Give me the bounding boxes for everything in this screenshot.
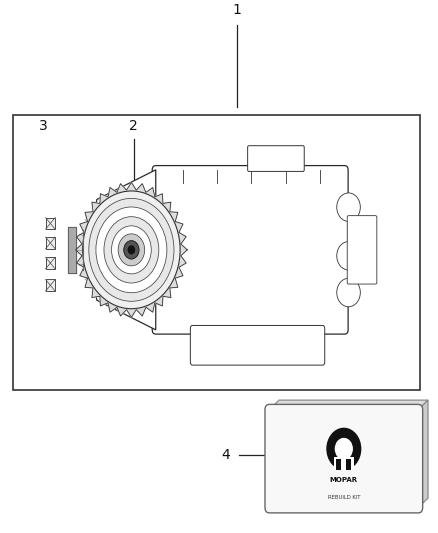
Bar (13, 115, 420, 390)
Circle shape (337, 193, 360, 221)
Bar (346, 459, 351, 470)
Bar (46, 237, 55, 249)
Text: MOPAR: MOPAR (330, 477, 358, 483)
FancyBboxPatch shape (265, 405, 423, 513)
Circle shape (83, 191, 180, 309)
FancyBboxPatch shape (191, 326, 325, 365)
Circle shape (109, 235, 134, 265)
Polygon shape (76, 182, 187, 317)
Bar (46, 217, 55, 229)
Circle shape (96, 219, 147, 281)
Bar (334, 457, 354, 470)
Circle shape (118, 234, 145, 266)
Circle shape (127, 245, 135, 254)
Text: 3: 3 (39, 119, 48, 133)
Bar (46, 257, 55, 269)
Circle shape (326, 427, 361, 470)
Text: REBUILD KIT: REBUILD KIT (328, 495, 360, 500)
FancyBboxPatch shape (247, 146, 304, 172)
Circle shape (104, 217, 159, 283)
Circle shape (335, 438, 353, 460)
Circle shape (337, 241, 360, 270)
Polygon shape (418, 400, 428, 507)
Circle shape (124, 241, 139, 259)
Polygon shape (87, 170, 156, 330)
Bar (46, 279, 55, 291)
Circle shape (89, 198, 174, 301)
Circle shape (124, 241, 139, 259)
Circle shape (96, 207, 167, 293)
FancyBboxPatch shape (347, 216, 377, 284)
Bar (336, 459, 341, 470)
Text: 4: 4 (221, 448, 230, 462)
Text: 1: 1 (232, 3, 241, 17)
Polygon shape (68, 227, 76, 273)
Circle shape (337, 278, 360, 307)
FancyBboxPatch shape (152, 166, 348, 334)
Polygon shape (269, 400, 428, 410)
Text: 2: 2 (129, 119, 138, 133)
Circle shape (112, 226, 151, 274)
